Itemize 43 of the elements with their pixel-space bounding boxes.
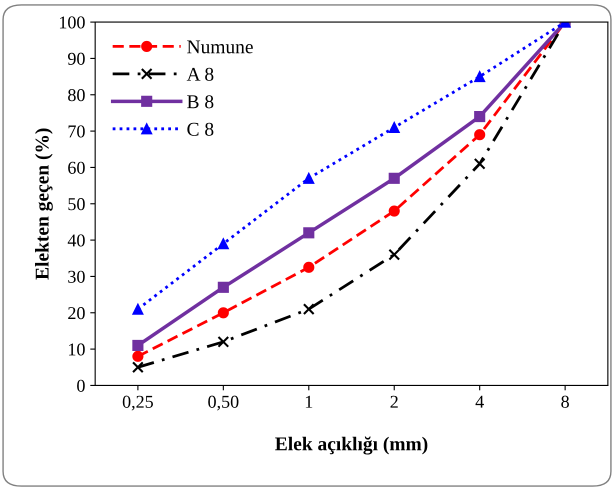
x-tick-label: 2 bbox=[390, 396, 398, 408]
y-tick-label: 10 bbox=[68, 343, 85, 356]
point bbox=[132, 304, 144, 315]
y-tick-label: 0 bbox=[77, 380, 85, 392]
y-tick-label: 70 bbox=[68, 125, 85, 138]
y-tick-label: 60 bbox=[68, 162, 85, 174]
x-tick-label: 1 bbox=[306, 396, 312, 408]
legend-label: C 8 bbox=[187, 122, 214, 136]
point bbox=[303, 262, 314, 273]
point bbox=[217, 336, 230, 348]
x-tick-label: 8 bbox=[561, 396, 569, 408]
legend-label: A 8 bbox=[186, 68, 214, 81]
point bbox=[303, 172, 314, 184]
y-tick-label: 20 bbox=[68, 307, 85, 320]
y-tick-label: 90 bbox=[68, 52, 85, 65]
point bbox=[474, 158, 486, 170]
y-tick-label: 40 bbox=[68, 234, 85, 247]
point bbox=[132, 361, 144, 374]
x-tick-label: 0,50 bbox=[208, 396, 238, 410]
point bbox=[218, 282, 229, 293]
point bbox=[132, 350, 144, 362]
point bbox=[218, 307, 229, 318]
x-tick-label: 0,25 bbox=[122, 396, 153, 410]
legend-label: B 8 bbox=[187, 95, 214, 108]
y-tick-label: 50 bbox=[68, 198, 85, 210]
x-tick-label: 4 bbox=[476, 396, 484, 408]
point bbox=[474, 129, 486, 140]
y-tick-label: 30 bbox=[68, 270, 85, 283]
legend-label: Numune bbox=[187, 40, 253, 54]
y-tick-label: 100 bbox=[60, 16, 85, 29]
y-axis-title: Elekten geçen (%) bbox=[35, 128, 53, 280]
point bbox=[474, 111, 486, 122]
point bbox=[474, 71, 486, 82]
x-axis-title: Elek açıklığı (mm) bbox=[275, 436, 428, 455]
point bbox=[218, 238, 229, 250]
y-tick-label: 80 bbox=[68, 89, 85, 102]
point bbox=[302, 303, 315, 316]
point bbox=[303, 227, 314, 238]
point bbox=[388, 248, 400, 261]
point bbox=[388, 205, 400, 217]
point bbox=[388, 172, 400, 184]
point bbox=[388, 122, 400, 134]
point bbox=[132, 340, 144, 352]
